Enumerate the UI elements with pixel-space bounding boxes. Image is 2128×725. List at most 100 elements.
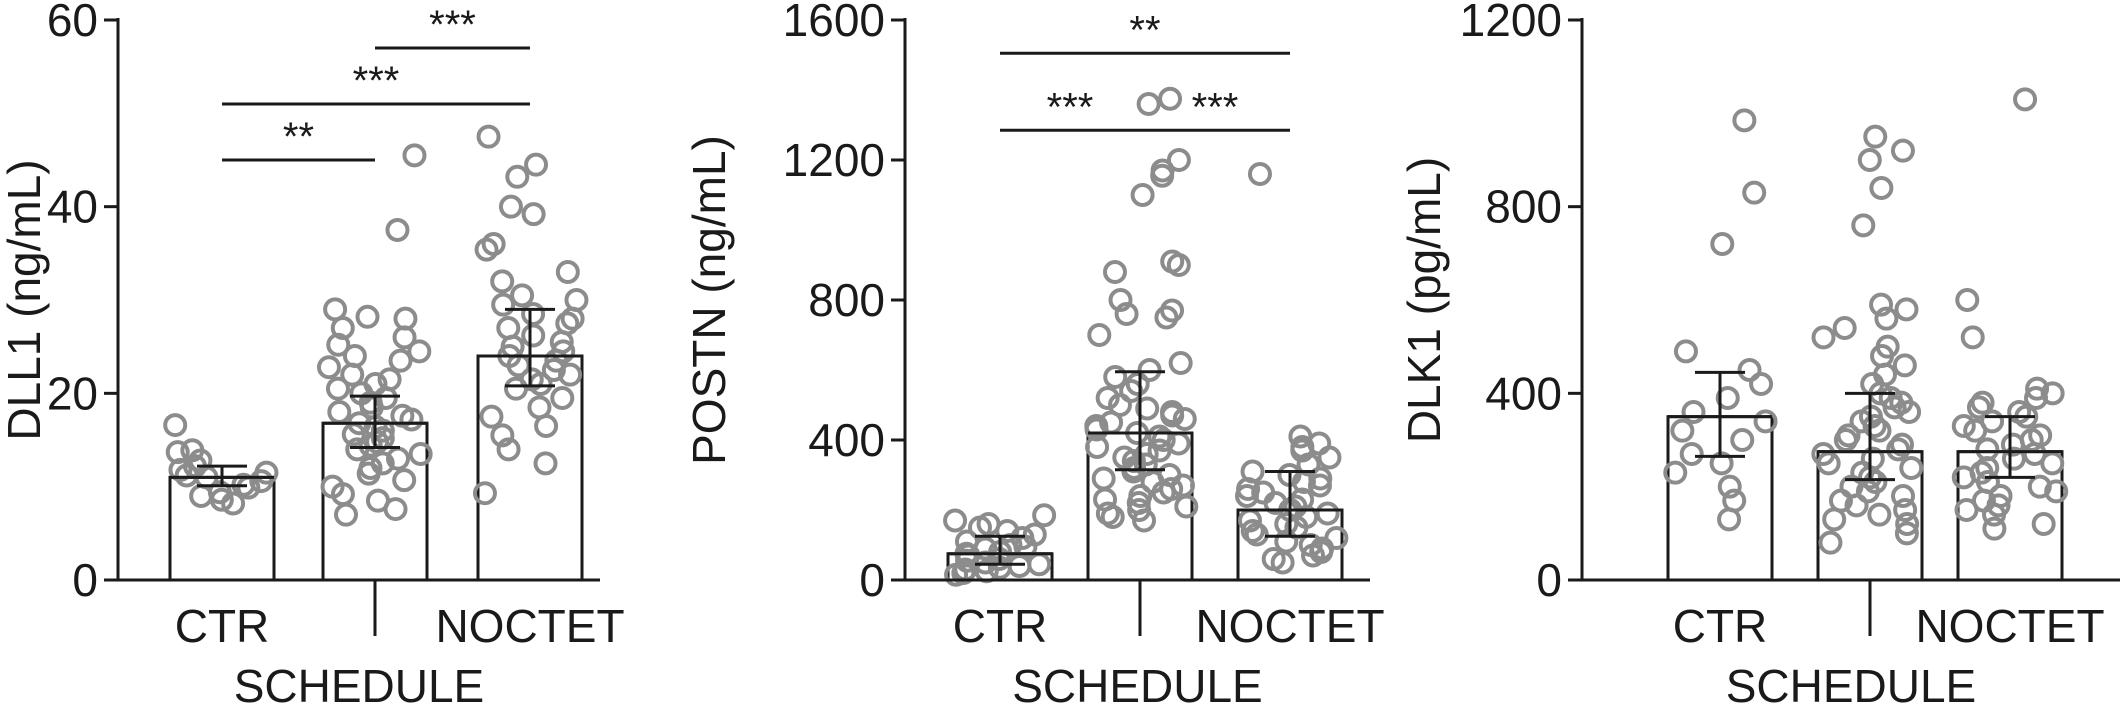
- y-tick-label: 1200: [783, 134, 885, 186]
- data-point: [1274, 512, 1299, 536]
- significance-label: **: [1129, 8, 1160, 52]
- data-point: [1114, 302, 1139, 326]
- data-point: [510, 283, 535, 308]
- data-point: [1863, 124, 1888, 149]
- data-point: [1130, 183, 1155, 207]
- data-point: [355, 304, 380, 329]
- data-point: [1742, 180, 1767, 205]
- data-point: [1317, 445, 1342, 470]
- data-point: [1244, 522, 1269, 547]
- data-point: [1869, 292, 1894, 317]
- data-point: [2000, 432, 2025, 457]
- data-point: [544, 348, 569, 373]
- data-point: [1240, 519, 1265, 543]
- data-point: [1862, 414, 1887, 438]
- data-point: [392, 325, 417, 350]
- data-point: [402, 143, 427, 168]
- data-point: [943, 508, 968, 533]
- data-point: [490, 269, 515, 294]
- data-point: [2027, 474, 2052, 499]
- data-point: [392, 468, 417, 493]
- y-axis-title: DLK1 (pg/mL): [1398, 157, 1450, 443]
- data-point: [1172, 407, 1197, 431]
- y-tick-label: 40: [47, 181, 98, 233]
- data-point: [1882, 395, 1907, 420]
- data-point: [1102, 260, 1127, 284]
- data-point: [1132, 508, 1157, 533]
- data-point: [521, 323, 546, 348]
- data-point: [1833, 428, 1858, 452]
- data-point: [505, 164, 530, 189]
- y-axis-title: POSTN (ng/mL): [683, 135, 735, 465]
- data-point: [1137, 358, 1162, 382]
- data-point: [1951, 465, 1976, 490]
- data-point: [407, 339, 432, 364]
- data-point: [2024, 386, 2049, 410]
- data-point: [503, 376, 528, 401]
- data-point: [408, 442, 433, 466]
- data-point: [1135, 396, 1160, 421]
- data-point: [1300, 543, 1325, 568]
- data-point: [2013, 87, 2038, 112]
- data-point: [1894, 297, 1919, 322]
- data-point: [1154, 305, 1179, 330]
- data-point: [1134, 442, 1159, 466]
- data-point: [1894, 521, 1919, 546]
- data-point: [1174, 494, 1199, 519]
- data-point: [534, 414, 559, 438]
- data-point: [2040, 451, 2065, 476]
- x-category-label: CTR: [175, 600, 270, 652]
- data-point: [1874, 306, 1899, 331]
- y-axis-title: DLL1 (ng/mL): [0, 159, 50, 440]
- y-tick-label: 400: [808, 414, 885, 466]
- data-point: [1717, 474, 1742, 499]
- data-point: [385, 218, 410, 242]
- data-point: [1892, 353, 1917, 378]
- data-point: [1147, 438, 1172, 463]
- data-point: [1715, 386, 1740, 410]
- data-point: [1890, 138, 1915, 163]
- x-axis-title: SCHEDULE: [234, 660, 485, 712]
- significance-label: ***: [429, 3, 476, 47]
- data-point: [1818, 530, 1843, 555]
- x-axis-title: SCHEDULE: [1012, 660, 1263, 712]
- data-point: [479, 404, 504, 429]
- significance-label: ***: [353, 59, 400, 103]
- data-point: [1951, 414, 1976, 438]
- data-point: [1290, 438, 1315, 463]
- data-point: [1709, 451, 1734, 476]
- data-point: [1151, 480, 1176, 505]
- data-point: [1166, 253, 1191, 277]
- data-point: [1717, 507, 1742, 532]
- data-point: [533, 451, 558, 476]
- x-category-label: CTR: [1673, 600, 1768, 652]
- x-category-label: NOCTET: [1195, 600, 1384, 652]
- data-point: [1730, 428, 1755, 452]
- data-point: [474, 237, 499, 262]
- data-point: [326, 332, 351, 357]
- y-tick-label: 800: [1485, 181, 1562, 233]
- data-point: [1966, 395, 1991, 420]
- data-point: [1737, 358, 1762, 382]
- data-point: [1710, 232, 1735, 256]
- data-point: [521, 202, 546, 227]
- data-point: [340, 362, 365, 387]
- data-point: [1855, 479, 1880, 504]
- data-point: [541, 358, 566, 382]
- data-point: [1982, 502, 2007, 527]
- data-point: [325, 376, 350, 401]
- data-point: [1753, 409, 1778, 434]
- panel-dlk1: 0 400 800 1200 CTR NOCTET SCHEDULE DLK1 (pg/mL): [1398, 0, 2120, 712]
- data-point: [476, 124, 501, 149]
- data-point: [472, 481, 497, 506]
- data-point: [1970, 390, 1995, 415]
- data-point: [1084, 417, 1109, 442]
- data-point: [209, 487, 234, 512]
- data-point: [2031, 512, 2056, 536]
- data-point: [334, 502, 359, 527]
- data-point: [1891, 484, 1916, 508]
- data-point: [1234, 484, 1259, 508]
- data-point: [1121, 459, 1146, 484]
- data-point: [1673, 339, 1698, 364]
